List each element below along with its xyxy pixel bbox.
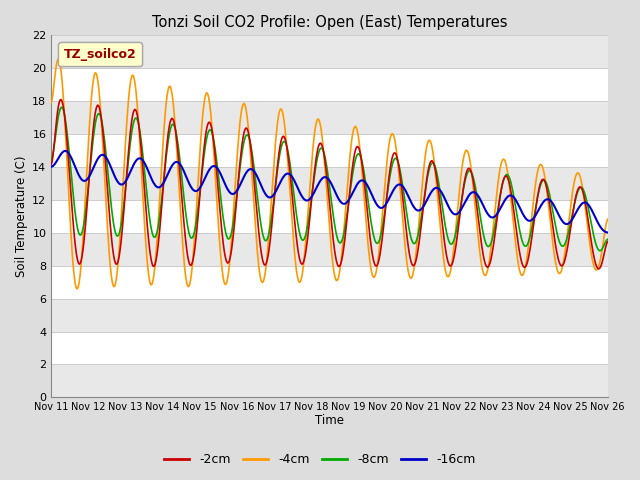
Bar	[51, 299, 608, 332]
Bar	[51, 266, 608, 299]
X-axis label: Time: Time	[315, 414, 344, 427]
Bar	[51, 134, 608, 167]
Bar	[51, 233, 608, 266]
Y-axis label: Soil Temperature (C): Soil Temperature (C)	[15, 156, 28, 277]
Legend: -2cm, -4cm, -8cm, -16cm: -2cm, -4cm, -8cm, -16cm	[159, 448, 481, 471]
Bar	[51, 167, 608, 200]
Legend: 	[58, 42, 142, 66]
Bar	[51, 36, 608, 68]
Bar	[51, 101, 608, 134]
Bar	[51, 200, 608, 233]
Bar	[51, 68, 608, 101]
Bar	[51, 364, 608, 397]
Bar	[51, 332, 608, 364]
Title: Tonzi Soil CO2 Profile: Open (East) Temperatures: Tonzi Soil CO2 Profile: Open (East) Temp…	[152, 15, 508, 30]
